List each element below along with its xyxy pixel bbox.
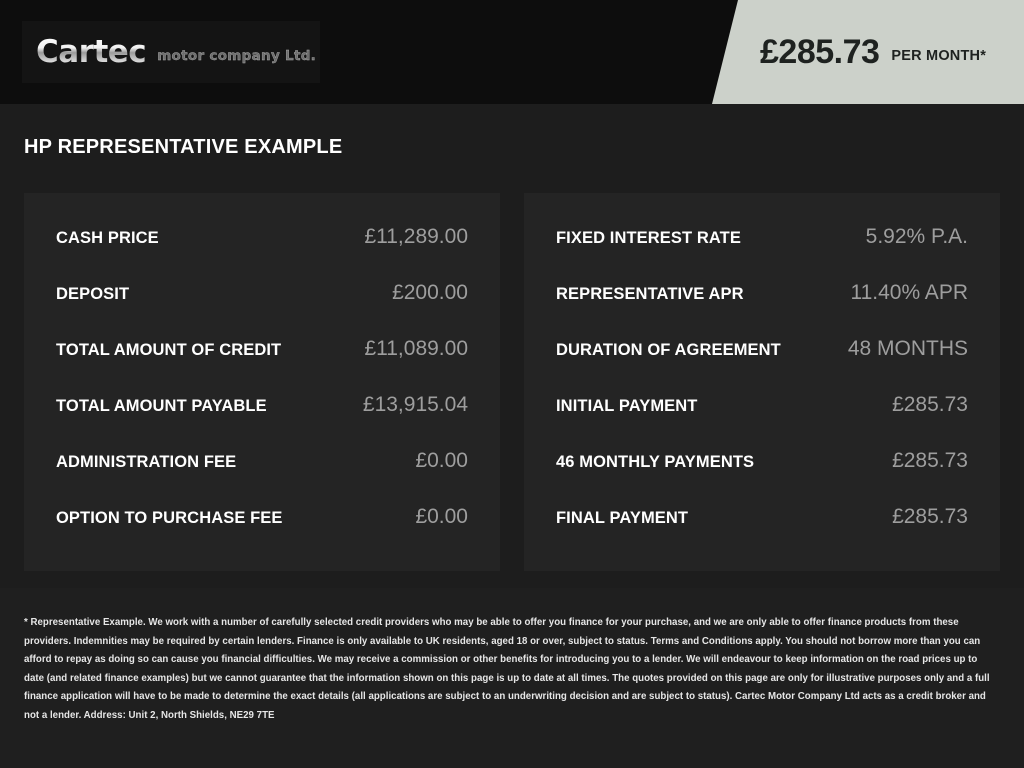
- row-value: £200.00: [392, 281, 468, 304]
- table-row: TOTAL AMOUNT OF CREDIT £11,089.00: [56, 337, 468, 393]
- row-value: £285.73: [892, 505, 968, 528]
- table-row: ADMINISTRATION FEE £0.00: [56, 449, 468, 505]
- row-value: £285.73: [892, 449, 968, 472]
- table-row: CASH PRICE £11,289.00: [56, 225, 468, 281]
- table-row: DURATION OF AGREEMENT 48 MONTHS: [556, 337, 968, 393]
- row-label: 46 MONTHLY PAYMENTS: [556, 453, 755, 471]
- finance-details-panels: CASH PRICE £11,289.00 DEPOSIT £200.00 TO…: [24, 193, 1000, 571]
- page-footer: * Representative Example. We work with a…: [0, 588, 1024, 768]
- monthly-price-amount: £285.73: [760, 33, 880, 71]
- row-label: REPRESENTATIVE APR: [556, 285, 744, 303]
- row-value: 11.40% APR: [850, 281, 968, 304]
- row-value: £11,289.00: [364, 225, 468, 248]
- table-row: FIXED INTEREST RATE 5.92% P.A.: [556, 225, 968, 281]
- brand-logo-name: Cartec: [36, 34, 147, 70]
- row-label: INITIAL PAYMENT: [556, 397, 698, 415]
- row-value: £0.00: [415, 505, 468, 528]
- finance-panel-right: FIXED INTEREST RATE 5.92% P.A. REPRESENT…: [524, 193, 1000, 571]
- row-label: ADMINISTRATION FEE: [56, 453, 237, 471]
- row-label: DEPOSIT: [56, 285, 130, 303]
- row-label: TOTAL AMOUNT OF CREDIT: [56, 341, 282, 359]
- brand-logo[interactable]: Cartec motor company Ltd.: [22, 21, 320, 83]
- row-value: £13,915.04: [362, 393, 468, 416]
- row-value: 48 MONTHS: [847, 337, 968, 360]
- table-row: DEPOSIT £200.00: [56, 281, 468, 337]
- row-label: DURATION OF AGREEMENT: [556, 341, 781, 359]
- row-label: FINAL PAYMENT: [556, 509, 689, 527]
- row-label: TOTAL AMOUNT PAYABLE: [56, 397, 267, 415]
- table-row: OPTION TO PURCHASE FEE £0.00: [56, 505, 468, 561]
- disclaimer-text: * Representative Example. We work with a…: [24, 617, 990, 721]
- table-row: 46 MONTHLY PAYMENTS £285.73: [556, 449, 968, 505]
- row-value: 5.92% P.A.: [865, 225, 968, 248]
- row-label: FIXED INTEREST RATE: [556, 229, 741, 247]
- table-row: TOTAL AMOUNT PAYABLE £13,915.04: [56, 393, 468, 449]
- finance-panel-left: CASH PRICE £11,289.00 DEPOSIT £200.00 TO…: [24, 193, 500, 571]
- table-row: INITIAL PAYMENT £285.73: [556, 393, 968, 449]
- row-value: £285.73: [892, 393, 968, 416]
- page-title: HP REPRESENTATIVE EXAMPLE: [24, 136, 343, 158]
- row-value: £11,089.00: [364, 337, 468, 360]
- row-value: £0.00: [415, 449, 468, 472]
- row-label: OPTION TO PURCHASE FEE: [56, 509, 283, 527]
- row-label: CASH PRICE: [56, 229, 159, 247]
- page-header: Cartec motor company Ltd. £285.73 PER MO…: [0, 0, 1024, 104]
- table-row: REPRESENTATIVE APR 11.40% APR: [556, 281, 968, 337]
- monthly-price-banner: £285.73 PER MONTH*: [712, 0, 1024, 104]
- brand-logo-tagline: motor company Ltd.: [157, 48, 317, 64]
- table-row: FINAL PAYMENT £285.73: [556, 505, 968, 561]
- monthly-price-suffix: PER MONTH*: [891, 48, 987, 64]
